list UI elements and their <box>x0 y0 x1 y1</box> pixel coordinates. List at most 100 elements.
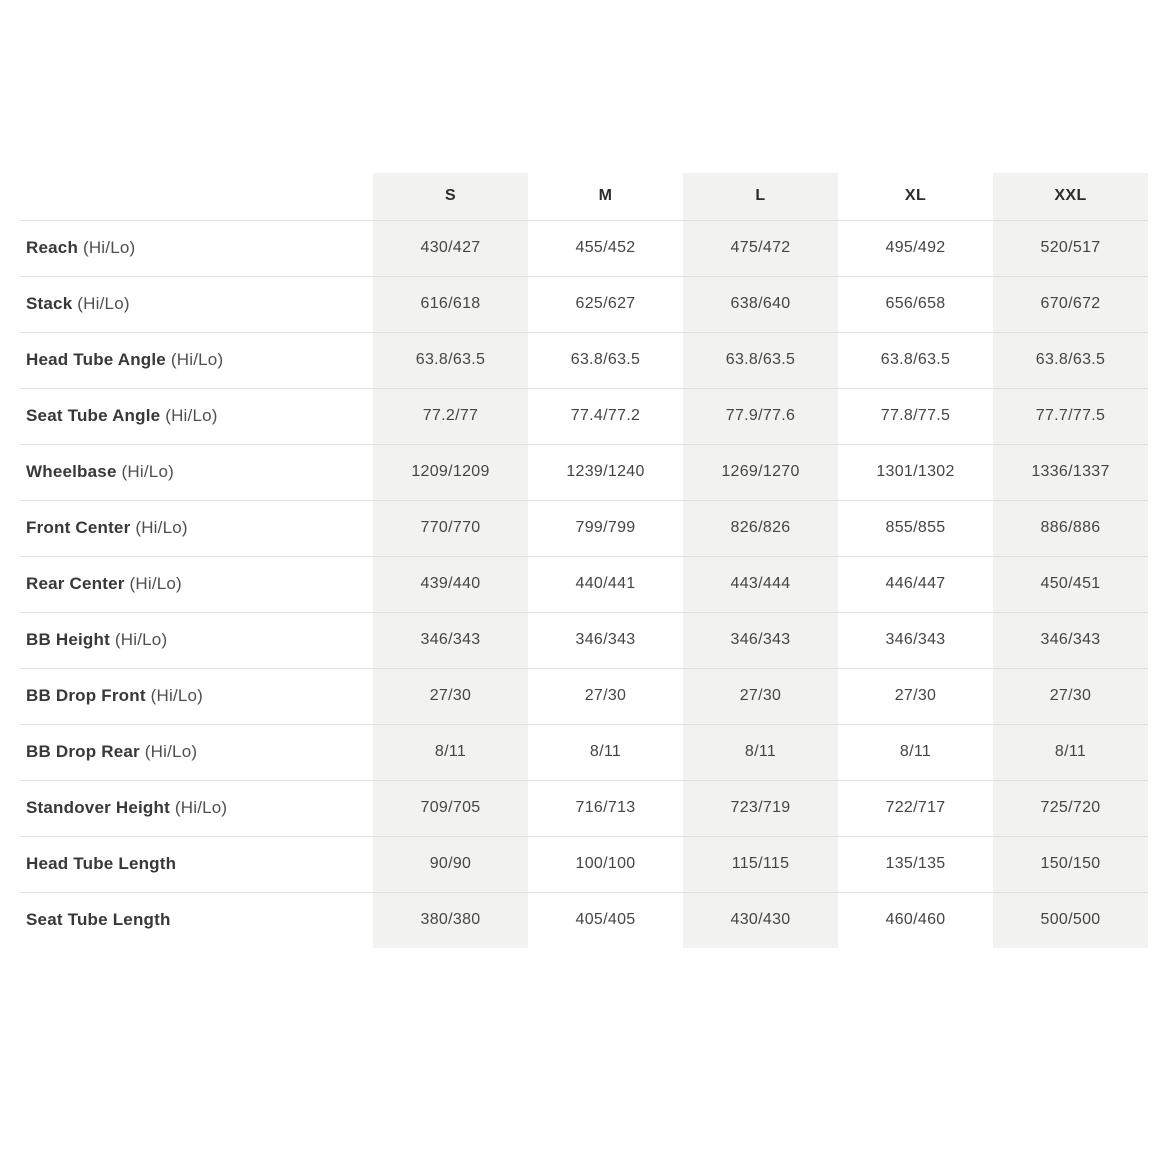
row-label: Head Tube Length <box>20 835 373 892</box>
value-cell: 77.9/77.6 <box>683 387 838 444</box>
row-label-qualifier: (Hi/Lo) <box>139 742 198 761</box>
row-label: Reach (Hi/Lo) <box>20 219 373 276</box>
row-label-text: BB Drop Front <box>26 686 146 705</box>
row-label-qualifier: (Hi/Lo) <box>116 462 174 481</box>
row-label: Seat Tube Angle (Hi/Lo) <box>20 387 373 444</box>
value-cell: 63.8/63.5 <box>683 331 838 388</box>
row-label-qualifier: (Hi/Lo) <box>145 686 204 705</box>
value-cell: 656/658 <box>838 275 993 332</box>
table-row: Head Tube Angle (Hi/Lo) 63.8/63.5 63.8/63.… <box>20 331 1148 388</box>
value-cell: 380/380 <box>373 891 528 948</box>
value-cell: 405/405 <box>528 891 683 948</box>
geometry-table: S M L XL XXL Reach (Hi/Lo) 430/427 455/452 475/… <box>20 173 1148 948</box>
value-cell: 27/30 <box>373 667 528 724</box>
row-label-qualifier: (Hi/Lo) <box>130 518 188 537</box>
value-cell: 63.8/63.5 <box>528 331 683 388</box>
value-cell: 446/447 <box>838 555 993 612</box>
value-cell: 495/492 <box>838 219 993 276</box>
row-label: BB Drop Front (Hi/Lo) <box>20 667 373 724</box>
value-cell: 346/343 <box>683 611 838 668</box>
value-cell: 8/11 <box>373 723 528 780</box>
value-cell: 27/30 <box>993 667 1148 724</box>
column-header-xl: XL <box>904 187 927 205</box>
value-cell: 8/11 <box>528 723 683 780</box>
value-cell: 63.8/63.5 <box>373 331 528 388</box>
value-cell: 100/100 <box>528 835 683 892</box>
value-cell: 135/135 <box>838 835 993 892</box>
row-label: Head Tube Angle (Hi/Lo) <box>20 331 373 388</box>
row-label-qualifier: (Hi/Lo) <box>169 798 228 817</box>
row-label: BB Height (Hi/Lo) <box>20 611 373 668</box>
value-cell: 716/713 <box>528 779 683 836</box>
row-label-qualifier: (Hi/Lo) <box>109 630 168 649</box>
row-label-text: Seat Tube Length <box>26 910 171 930</box>
value-cell: 1239/1240 <box>528 443 683 500</box>
value-cell: 63.8/63.5 <box>838 331 993 388</box>
value-cell: 90/90 <box>373 835 528 892</box>
row-label: Standover Height (Hi/Lo) <box>20 779 373 836</box>
row-label-text: BB Drop Rear <box>26 742 140 761</box>
geometry-table-body: Reach (Hi/Lo) 430/427 455/452 475/472 495/49… <box>20 219 1148 948</box>
value-cell: 638/640 <box>683 275 838 332</box>
value-cell: 855/855 <box>838 499 993 556</box>
table-row: Reach (Hi/Lo) 430/427 455/452 475/472 495/49… <box>20 219 1148 276</box>
value-cell: 439/440 <box>373 555 528 612</box>
value-cell: 723/719 <box>683 779 838 836</box>
value-cell: 1336/1337 <box>993 443 1148 500</box>
row-label-qualifier: (Hi/Lo) <box>78 238 136 257</box>
value-cell: 616/618 <box>373 275 528 332</box>
column-header-s: S <box>373 173 528 220</box>
value-cell: 443/444 <box>683 555 838 612</box>
row-label: Stack (Hi/Lo) <box>20 275 373 332</box>
row-label-text: Wheelbase <box>26 462 117 481</box>
table-row: Front Center (Hi/Lo) 770/770 799/799 826/82… <box>20 499 1148 556</box>
row-label-qualifier: (Hi/Lo) <box>124 574 182 593</box>
value-cell: 520/517 <box>993 219 1148 276</box>
value-cell: 799/799 <box>528 499 683 556</box>
row-label-qualifier: (Hi/Lo) <box>165 350 224 369</box>
value-cell: 346/343 <box>528 611 683 668</box>
value-cell: 460/460 <box>838 891 993 948</box>
value-cell: 27/30 <box>683 667 838 724</box>
row-label-qualifier: (Hi/Lo) <box>72 294 130 313</box>
row-label: Rear Center (Hi/Lo) <box>20 555 373 612</box>
value-cell: 826/826 <box>683 499 838 556</box>
column-header-xxl: XXL <box>993 173 1148 220</box>
value-cell: 1209/1209 <box>373 443 528 500</box>
value-cell: 455/452 <box>528 219 683 276</box>
row-label-qualifier: (Hi/Lo) <box>160 406 218 425</box>
row-label-text: Seat Tube Angle <box>26 406 161 425</box>
row-label-text: BB Height <box>26 630 110 649</box>
value-cell: 886/886 <box>993 499 1148 556</box>
value-cell: 77.7/77.5 <box>993 387 1148 444</box>
value-cell: 770/770 <box>373 499 528 556</box>
value-cell: 63.8/63.5 <box>993 331 1148 388</box>
value-cell: 500/500 <box>993 891 1148 948</box>
value-cell: 430/427 <box>373 219 528 276</box>
row-label: BB Drop Rear (Hi/Lo) <box>20 723 373 780</box>
row-label-text: Standover Height <box>26 798 170 817</box>
size-header-row: S M L XL XXL <box>20 173 1148 220</box>
value-cell: 115/115 <box>683 835 838 892</box>
value-cell: 8/11 <box>683 723 838 780</box>
value-cell: 77.4/77.2 <box>528 387 683 444</box>
row-label-text: Front Center <box>26 518 131 537</box>
value-cell: 346/343 <box>993 611 1148 668</box>
geometry-table-section: S M L XL XXL Reach (Hi/Lo) 430/427 455/452 475/… <box>20 173 1148 948</box>
value-cell: 450/451 <box>993 555 1148 612</box>
table-row: Stack (Hi/Lo) 616/618 625/627 638/640 656/65… <box>20 275 1148 332</box>
value-cell: 27/30 <box>838 667 993 724</box>
value-cell: 77.8/77.5 <box>838 387 993 444</box>
row-label: Front Center (Hi/Lo) <box>20 499 373 556</box>
row-label-text: Head Tube Length <box>26 854 177 873</box>
row-label: Wheelbase (Hi/Lo) <box>20 443 373 500</box>
value-cell: 8/11 <box>838 723 993 780</box>
table-row: Rear Center (Hi/Lo) 439/440 440/441 443/444… <box>20 555 1148 612</box>
table-row: BB Drop Front (Hi/Lo) 27/30 27/30 27/30 27/3… <box>20 667 1148 724</box>
corner-cell <box>20 173 373 220</box>
value-cell: 8/11 <box>993 723 1148 780</box>
value-cell: 77.2/77 <box>373 387 528 444</box>
table-row: BB Drop Rear (Hi/Lo) 8/11 8/11 8/11 8/11 8/11 <box>20 723 1148 780</box>
value-cell: 1269/1270 <box>683 443 838 500</box>
value-cell: 430/430 <box>683 891 838 948</box>
